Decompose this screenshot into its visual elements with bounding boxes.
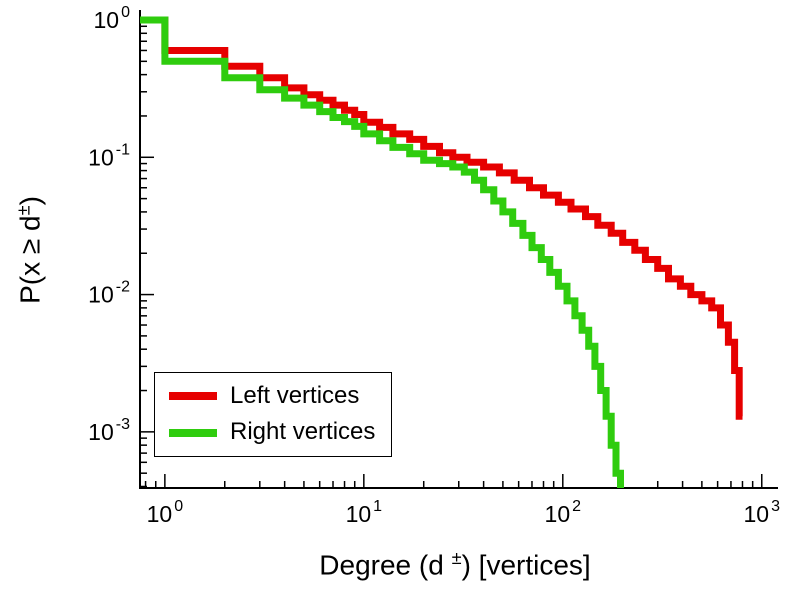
- series-right-vertices: [140, 16, 624, 488]
- legend-label-left-vertices: Left vertices: [230, 382, 360, 409]
- x-tick-label: 10 0: [147, 498, 184, 527]
- legend-item-right-vertices: Right vertices: [169, 418, 376, 446]
- x-tick-label: 10 1: [346, 498, 383, 527]
- x-tick-label: 10 3: [744, 498, 781, 527]
- y-tick-label: 10 -1: [88, 141, 130, 170]
- x-axis-label: Degree (d ±) [vertices]: [140, 548, 770, 581]
- y-axis-label-suffix: ): [14, 196, 46, 206]
- y-tick-label: 10 -2: [88, 279, 130, 308]
- legend-line-left-vertices-icon: [169, 392, 217, 401]
- x-axis-label-sup: ±: [451, 548, 462, 568]
- x-tick-label: 10 2: [545, 498, 582, 527]
- y-tick-label: 10 0: [94, 4, 131, 33]
- legend: Left vertices Right vertices: [154, 372, 393, 457]
- y-axis-label-text: P(x ≥ d: [14, 215, 46, 304]
- x-axis-label-text: Degree (d: [319, 549, 452, 581]
- legend-item-left-vertices: Left vertices: [169, 382, 375, 409]
- x-axis-label-suffix: ) [vertices]: [461, 549, 591, 581]
- legend-label-right-vertices: Right vertices: [230, 418, 376, 446]
- y-tick-label: 10 -3: [88, 416, 130, 445]
- series-left-vertices: [140, 16, 743, 420]
- legend-line-right-vertices-icon: [169, 428, 217, 437]
- y-axis-label: P(x ≥ d±): [13, 196, 46, 304]
- y-axis-label-sup: ±: [13, 205, 34, 216]
